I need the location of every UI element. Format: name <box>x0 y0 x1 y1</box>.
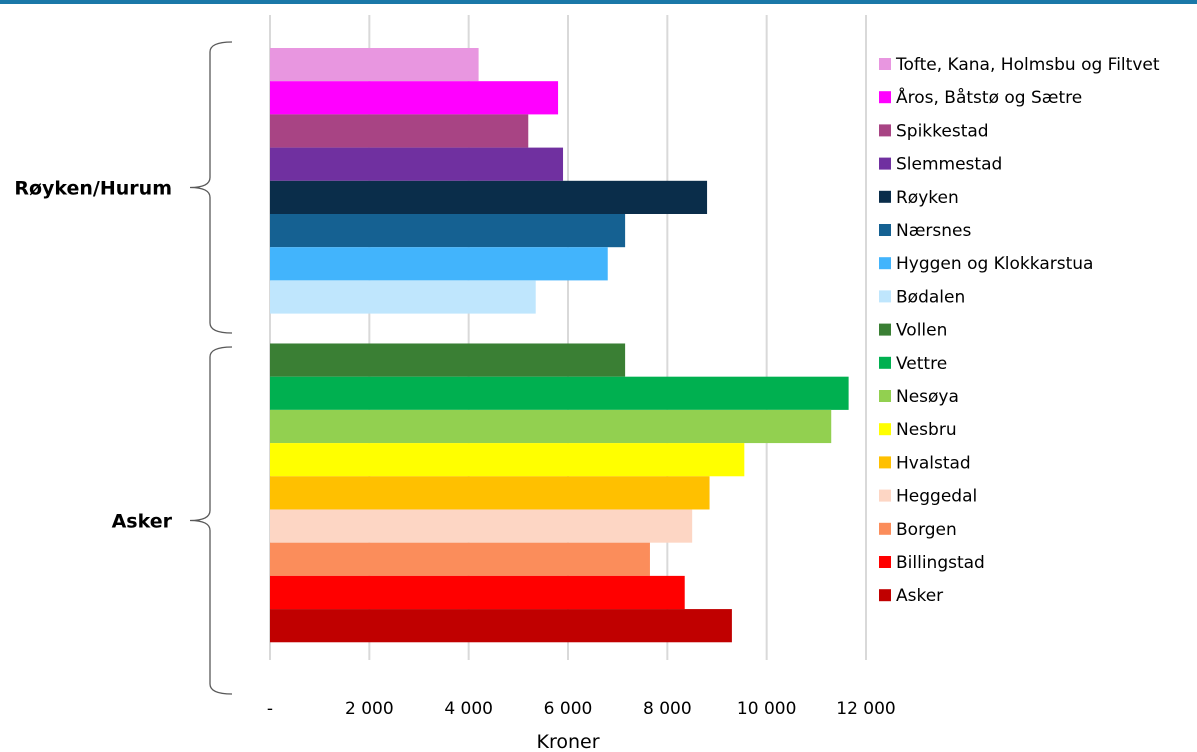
legend-swatch <box>879 324 891 336</box>
x-tick-label: 4 000 <box>444 699 493 719</box>
legend-swatch <box>879 390 891 402</box>
legend-entry: Åros, Båtstø og Sætre <box>896 86 1082 108</box>
bar <box>270 576 685 609</box>
bar <box>270 280 536 313</box>
legend-swatch <box>879 191 891 203</box>
group-bracket <box>190 347 232 694</box>
legend-swatch <box>879 423 891 435</box>
legend-entry: Vettre <box>896 354 947 374</box>
bars <box>270 48 849 642</box>
legend-entry: Bødalen <box>896 287 965 307</box>
group-bracket <box>190 42 232 333</box>
group-label: Røyken/Hurum <box>14 178 172 200</box>
legend-swatch <box>879 357 891 369</box>
legend-swatch <box>879 257 891 269</box>
bar <box>270 114 528 147</box>
group-brackets: Røyken/Hurum Asker <box>14 42 232 694</box>
legend-entry: Nesbru <box>896 420 957 440</box>
legend-swatch <box>879 523 891 535</box>
legend-swatch <box>879 490 891 502</box>
bar <box>270 410 831 443</box>
x-tick-label: 6 000 <box>544 699 593 719</box>
legend-swatch <box>879 290 891 302</box>
legend-swatch <box>879 124 891 136</box>
legend-entry: Spikkestad <box>896 121 989 141</box>
legend-entry: Hyggen og Klokkarstua <box>896 254 1093 274</box>
legend-entry: Nesøya <box>896 387 959 407</box>
x-tick-label: 8 000 <box>643 699 692 719</box>
bar <box>270 247 608 280</box>
legend: Tofte, Kana, Holmsbu og Filtvet Åros, Båt… <box>879 55 1160 606</box>
x-tick-label: 10 000 <box>737 699 796 719</box>
legend-entry: Slemmestad <box>896 155 1002 175</box>
bar <box>270 377 849 410</box>
legend-swatch <box>879 556 891 568</box>
legend-entry: Hvalstad <box>896 453 971 473</box>
legend-entry: Heggedal <box>896 487 977 507</box>
x-tick-label: - <box>267 699 273 719</box>
bar <box>270 48 479 81</box>
legend-entry: Tofte, Kana, Holmsbu og Filtvet <box>895 55 1160 75</box>
group-label: Asker <box>112 511 173 533</box>
legend-swatch <box>879 224 891 236</box>
bar <box>270 81 558 114</box>
bar <box>270 543 650 576</box>
bar <box>270 509 692 542</box>
x-tick-label: 2 000 <box>345 699 394 719</box>
bar <box>270 476 710 509</box>
legend-swatch <box>879 91 891 103</box>
bar <box>270 181 707 214</box>
bar <box>270 343 625 376</box>
bar <box>270 148 563 181</box>
x-axis-ticks: - 2 000 4 000 6 000 8 000 10 000 12 000 <box>267 699 896 719</box>
legend-swatch <box>879 589 891 601</box>
legend-entry: Asker <box>896 586 943 606</box>
bar <box>270 609 732 642</box>
legend-swatch <box>879 456 891 468</box>
x-tick-label: 12 000 <box>836 699 895 719</box>
legend-entry: Røyken <box>896 188 959 208</box>
bar <box>270 443 744 476</box>
x-axis-title: Kroner <box>536 731 599 752</box>
legend-entry: Billingstad <box>896 553 985 573</box>
legend-entry: Vollen <box>896 321 947 341</box>
legend-swatch <box>879 58 891 70</box>
legend-entry: Nærsnes <box>896 221 971 241</box>
bar <box>270 214 625 247</box>
legend-entry: Borgen <box>896 520 957 540</box>
legend-swatch <box>879 158 891 170</box>
